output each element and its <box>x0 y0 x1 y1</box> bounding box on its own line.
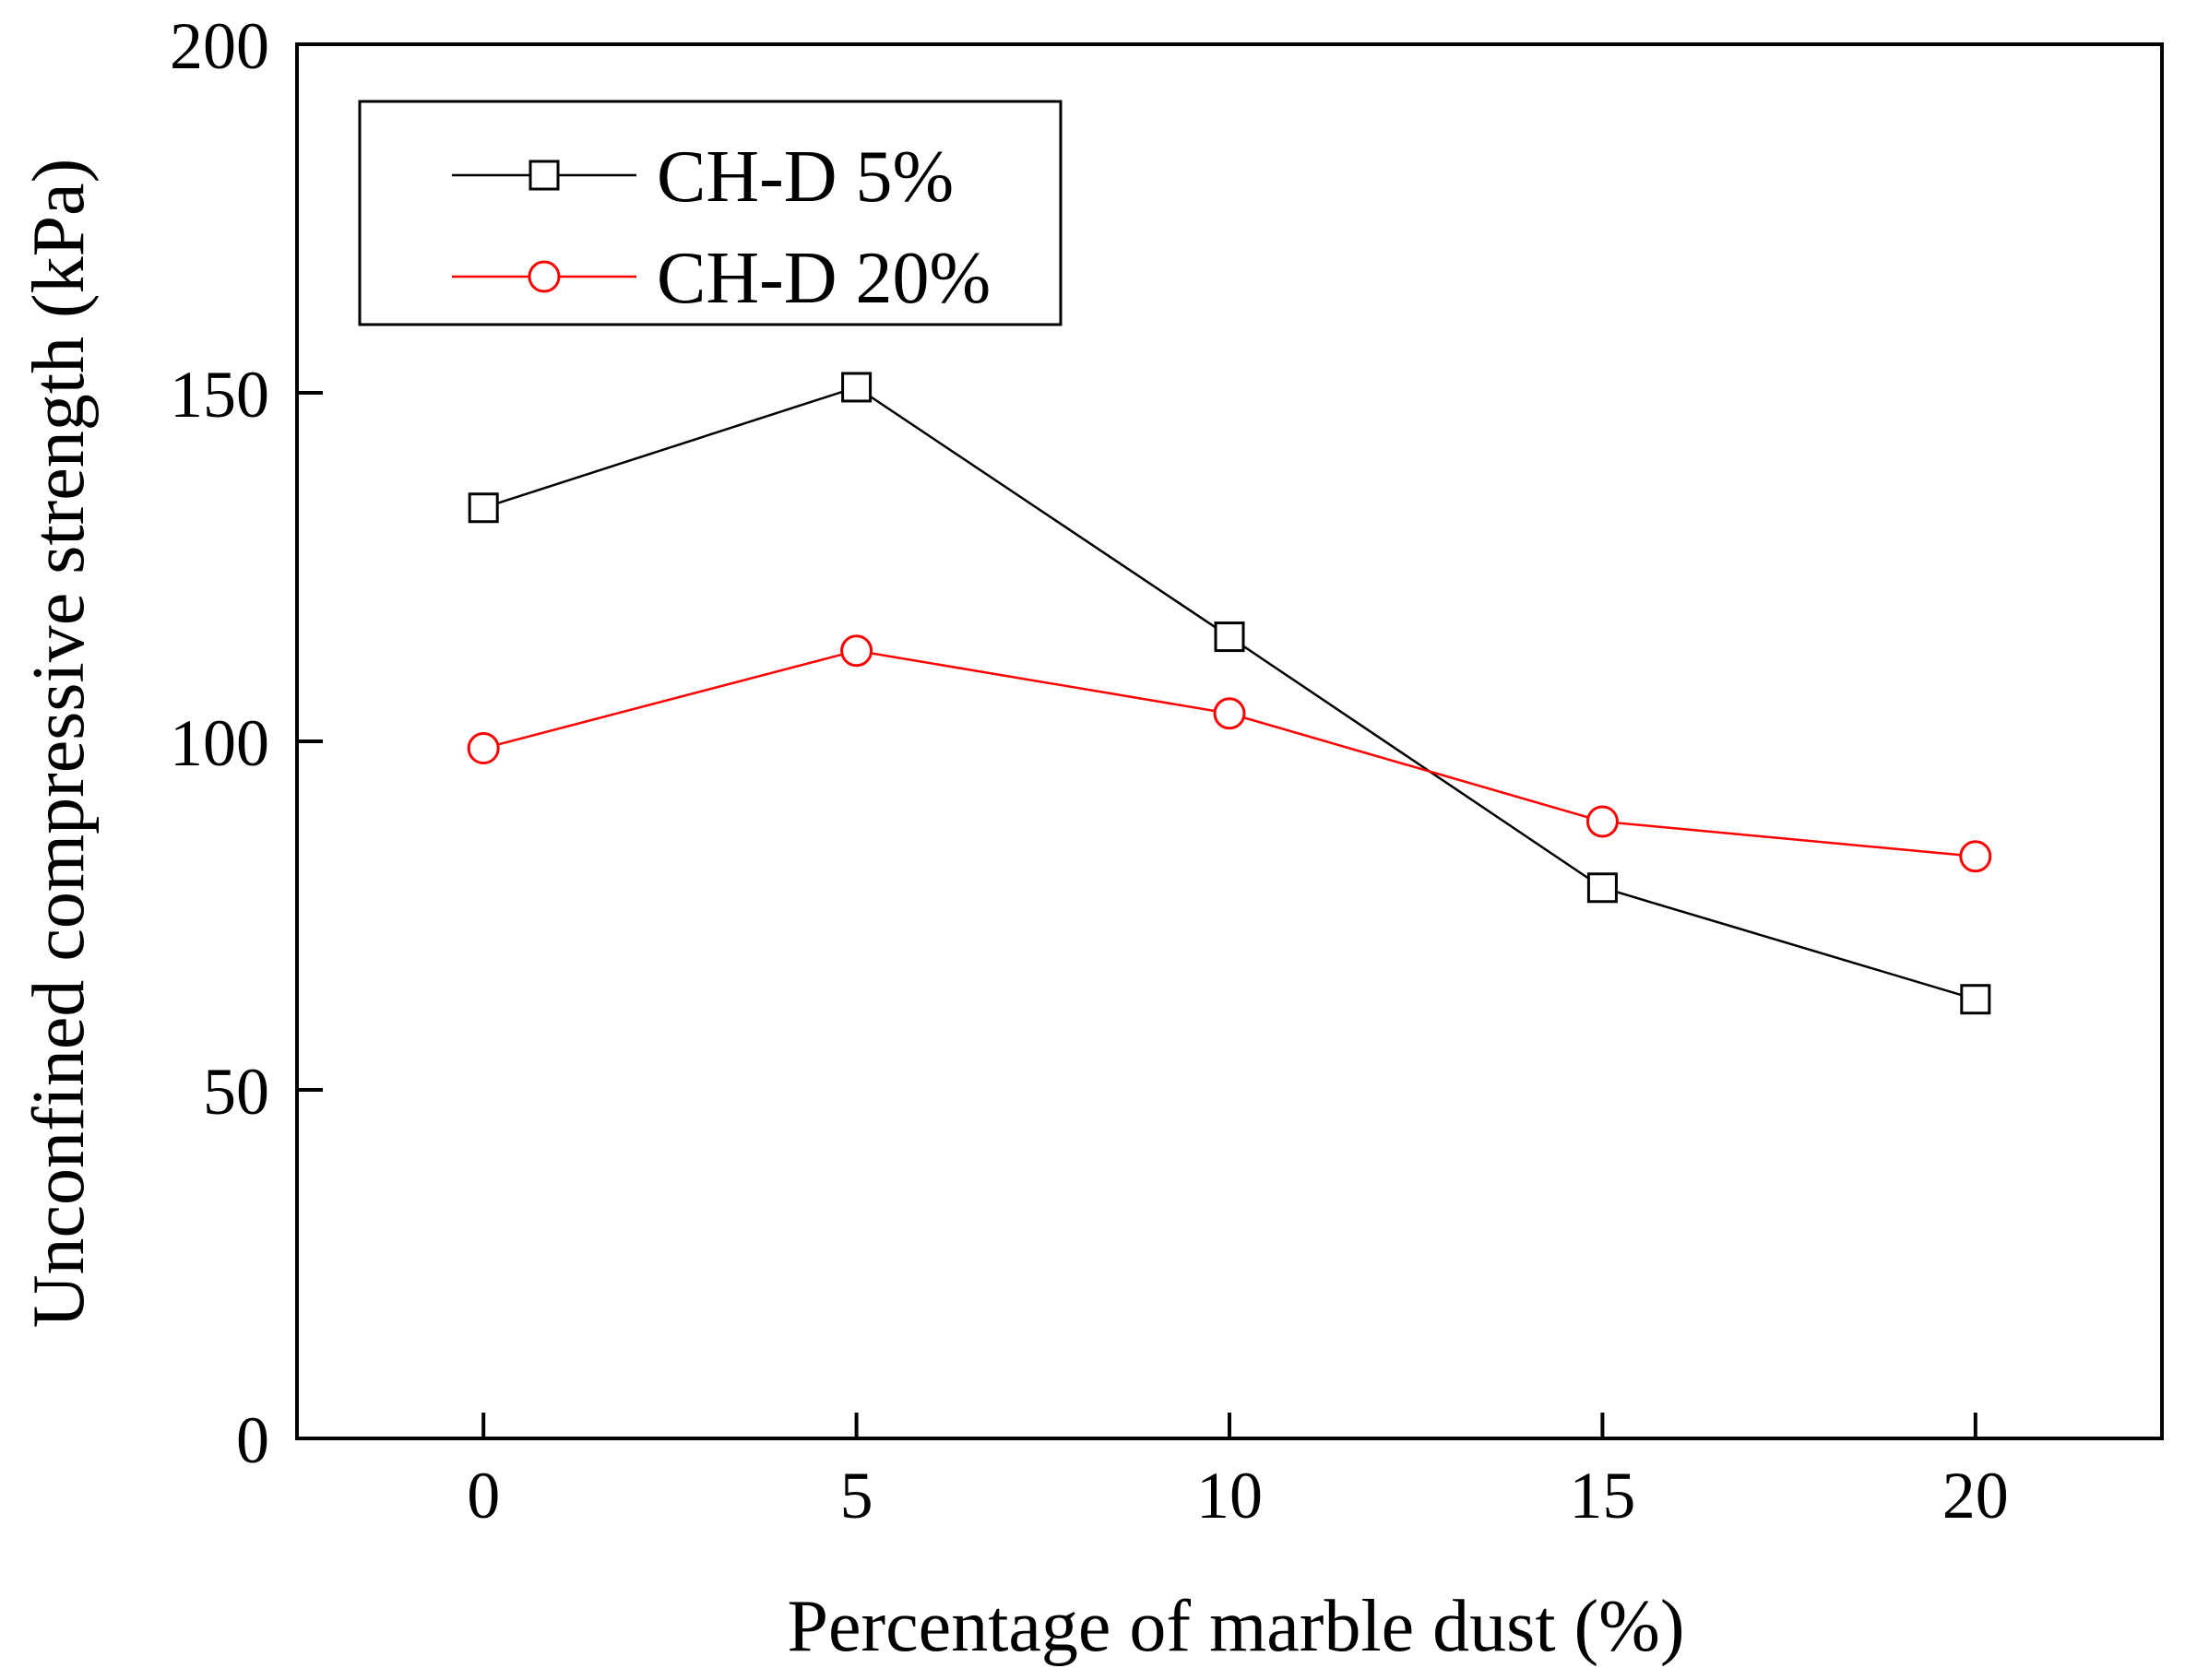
data-point-ch-d-20-20 <box>1959 840 1992 873</box>
data-point-ch-d-20-5 <box>840 634 873 668</box>
y-axis-title: Unconfined compressive strength (kPa) <box>18 159 100 1329</box>
legend-label-ch-d-20: CH-D 20% <box>657 238 991 319</box>
data-point-ch-d-5-15 <box>1586 872 1618 904</box>
x-tick-label-0: 0 <box>467 1459 500 1532</box>
x-tick-label-15: 15 <box>1569 1459 1635 1532</box>
y-tick-label-200: 200 <box>170 9 269 83</box>
data-point-ch-d-5-20 <box>1960 984 1991 1015</box>
y-tick-label-50: 50 <box>203 1055 269 1129</box>
legend-marker-ch-d-20 <box>528 260 561 293</box>
data-point-ch-d-5-0 <box>468 492 499 524</box>
y-tick-label-100: 100 <box>170 706 269 780</box>
y-tick-label-150: 150 <box>170 358 269 432</box>
y-tick-label-0: 0 <box>236 1403 269 1477</box>
data-point-ch-d-5-10 <box>1214 621 1245 653</box>
legend-marker-ch-d-5 <box>528 160 560 191</box>
data-point-ch-d-5-5 <box>841 372 873 403</box>
x-tick-label-5: 5 <box>840 1459 873 1532</box>
legend: CH-D 5% CH-D 20% <box>358 100 1063 326</box>
legend-box <box>358 100 1063 326</box>
x-tick-label-10: 10 <box>1196 1459 1263 1532</box>
legend-label-ch-d-5: CH-D 5% <box>657 136 954 218</box>
series-layer <box>467 372 1992 1015</box>
data-point-ch-d-20-15 <box>1585 805 1619 838</box>
x-tick-label-20: 20 <box>1942 1459 2009 1532</box>
data-point-ch-d-20-10 <box>1213 697 1246 730</box>
x-axis-title: Percentage of marble dust (%) <box>788 1586 1685 1667</box>
data-point-ch-d-20-0 <box>467 732 500 765</box>
